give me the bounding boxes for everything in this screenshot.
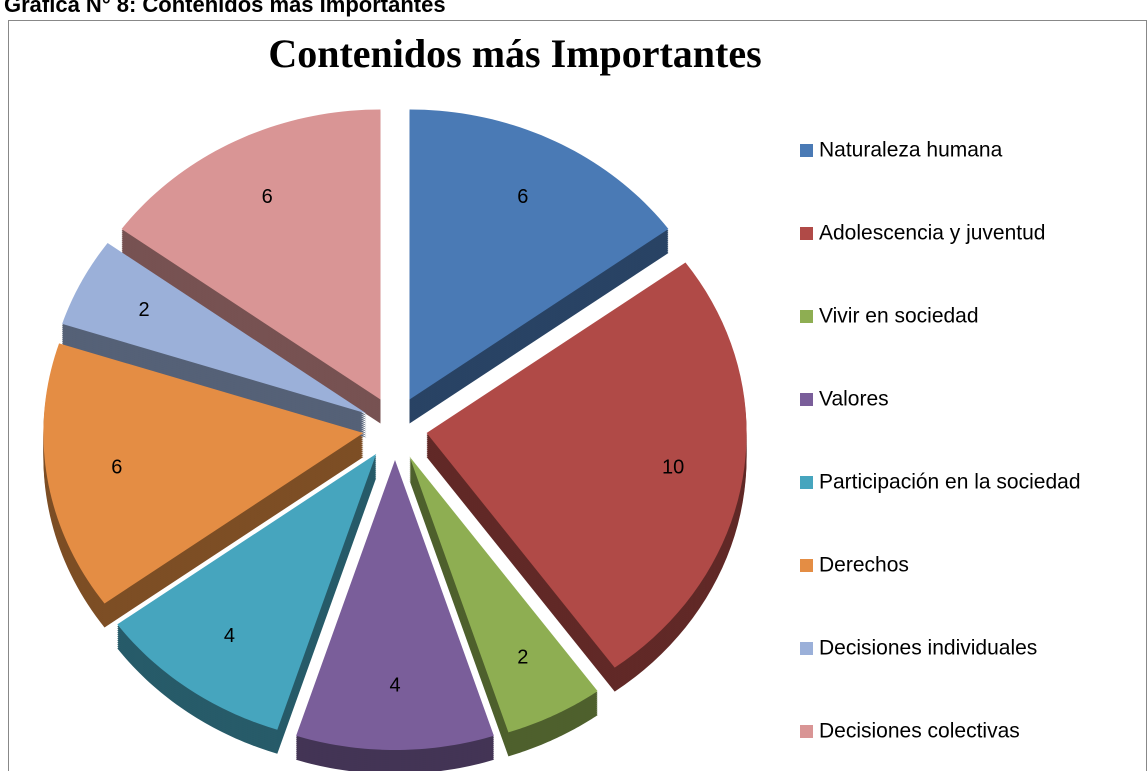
legend-swatch: [800, 227, 813, 240]
legend-swatch: [800, 725, 813, 738]
legend-label: Valores: [819, 388, 889, 411]
data-label: 4: [389, 674, 400, 696]
legend-label: Derechos: [819, 554, 909, 577]
legend-swatch: [800, 559, 813, 572]
slice: [426, 262, 747, 668]
slice: [121, 109, 381, 400]
chart-title: Contenidos más Importantes: [268, 31, 761, 76]
data-label: 6: [111, 457, 122, 479]
legend-swatch: [800, 144, 813, 157]
data-label: 10: [662, 457, 684, 479]
slice: [62, 243, 367, 414]
legend-label: Adolescencia y juventud: [819, 222, 1045, 245]
legend-label: Decisiones individuales: [819, 637, 1037, 660]
data-label: 6: [517, 186, 528, 208]
slice: [117, 453, 377, 730]
legend-swatch: [800, 393, 813, 406]
legend-swatch: [800, 476, 813, 489]
slice: [409, 109, 669, 400]
data-label: 2: [517, 646, 528, 668]
legend-swatch: [800, 642, 813, 655]
data-label: 4: [224, 625, 235, 647]
slice: [296, 460, 494, 750]
legend-label: Decisiones colectivas: [819, 720, 1020, 743]
legend-label: Naturaleza humana: [819, 139, 1003, 162]
slice: [43, 343, 364, 604]
data-label: 6: [262, 186, 273, 208]
legend-swatch: [800, 310, 813, 323]
data-label: 2: [139, 299, 150, 321]
caption: Gráfica N° 8: Contenidos más Importantes: [4, 0, 446, 17]
legend-label: Vivir en sociedad: [819, 305, 979, 328]
slice: [409, 456, 598, 733]
legend-label: Participación en la sociedad: [819, 471, 1081, 494]
